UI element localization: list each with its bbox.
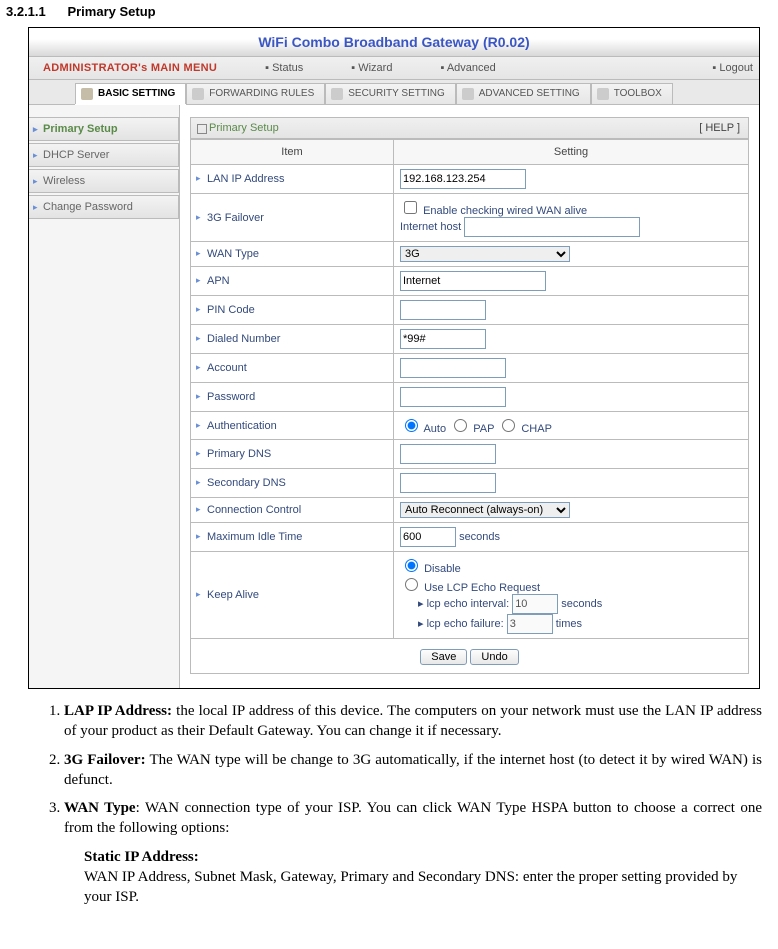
row-dial-label: Dialed Number	[191, 325, 394, 354]
row-apn-label: APN	[191, 267, 394, 296]
undo-button[interactable]: Undo	[470, 649, 518, 665]
conn-select[interactable]: Auto Reconnect (always-on)	[400, 502, 570, 518]
pdns-input[interactable]	[400, 444, 496, 464]
screenshot-frame: WiFi Combo Broadband Gateway (R0.02) ADM…	[28, 27, 760, 689]
sidebar-item-dhcp[interactable]: DHCP Server	[29, 143, 179, 167]
panel-title: Primary Setup	[209, 122, 279, 134]
row-auth-label: Authentication	[191, 412, 394, 440]
lan-ip-input[interactable]	[400, 169, 526, 189]
wan-type-select[interactable]: 3G	[400, 246, 570, 262]
failover-host-input[interactable]	[464, 217, 640, 237]
nav-logout[interactable]: ▪ Logout	[712, 62, 753, 74]
ka-lcp-radio[interactable]	[405, 578, 418, 591]
nav-status[interactable]: ▪ Status	[265, 62, 303, 74]
auth-auto-radio[interactable]	[405, 419, 418, 432]
idle-suffix: seconds	[459, 531, 500, 543]
save-button[interactable]: Save	[420, 649, 467, 665]
sidebar-item-primary[interactable]: Primary Setup	[29, 117, 179, 141]
row-keepalive-label: Keep Alive	[191, 552, 394, 639]
row-failover-label: 3G Failover	[191, 194, 394, 242]
doc-item-1: LAP IP Address: the local IP address of …	[64, 701, 762, 742]
top-nav: ADMINISTRATOR's MAIN MENU ▪ Status ▪ Wiz…	[29, 57, 759, 80]
ka-disable-radio[interactable]	[405, 559, 418, 572]
doc-item-3: WAN Type: WAN connection type of your IS…	[64, 798, 762, 839]
sidebar-item-change-password[interactable]: Change Password	[29, 195, 179, 219]
doc-heading-num: 3.2.1.1	[6, 4, 46, 19]
doc-sub-title: Static IP Address:	[84, 849, 199, 865]
password-input[interactable]	[400, 387, 506, 407]
row-password-label: Password	[191, 383, 394, 412]
settings-table: Item Setting LAN IP Address 3G Failover …	[190, 139, 749, 674]
row-idle-label: Maximum Idle Time	[191, 523, 394, 552]
sdns-input[interactable]	[400, 473, 496, 493]
tab-forwarding-rules[interactable]: FORWARDING RULES	[186, 83, 325, 104]
admin-menu-label: ADMINISTRATOR's MAIN MENU	[43, 62, 217, 74]
account-input[interactable]	[400, 358, 506, 378]
row-pin-label: PIN Code	[191, 296, 394, 325]
apn-input[interactable]	[400, 271, 546, 291]
help-link[interactable]: [ HELP ]	[699, 122, 740, 134]
ka-interval-input[interactable]	[512, 594, 558, 614]
page-title: WiFi Combo Broadband Gateway (R0.02)	[258, 34, 529, 50]
sidebar-item-wireless[interactable]: Wireless	[29, 169, 179, 193]
sidebar: Primary Setup DHCP Server Wireless Chang…	[29, 105, 180, 688]
row-account-label: Account	[191, 354, 394, 383]
row-sdns-label: Secondary DNS	[191, 469, 394, 498]
titlebar: WiFi Combo Broadband Gateway (R0.02)	[29, 28, 759, 57]
nav-wizard[interactable]: ▪ Wizard	[351, 62, 392, 74]
tab-security-setting[interactable]: SECURITY SETTING	[325, 83, 456, 104]
doc-heading-title: Primary Setup	[67, 4, 155, 19]
failover-host-label: Internet host	[400, 221, 461, 233]
auth-pap-radio[interactable]	[454, 419, 467, 432]
tabstrip: BASIC SETTING FORWARDING RULES SECURITY …	[29, 80, 759, 105]
content-area: Primary Setup [ HELP ] Item Setting LAN …	[180, 105, 759, 688]
row-lan-ip-label: LAN IP Address	[191, 165, 394, 194]
doc-sub-body: WAN IP Address, Subnet Mask, Gateway, Pr…	[84, 869, 737, 905]
failover-checkbox-label: Enable checking wired WAN alive	[423, 205, 587, 217]
ka-failure-input[interactable]	[507, 614, 553, 634]
failover-checkbox[interactable]	[404, 201, 417, 214]
dial-input[interactable]	[400, 329, 486, 349]
row-wan-type-label: WAN Type	[191, 242, 394, 267]
idle-input[interactable]	[400, 527, 456, 547]
tab-basic-setting[interactable]: BASIC SETTING	[75, 83, 186, 104]
th-item: Item	[191, 140, 394, 165]
row-conn-label: Connection Control	[191, 498, 394, 523]
row-pdns-label: Primary DNS	[191, 440, 394, 469]
doc-item-2: 3G Failover: The WAN type will be change…	[64, 750, 762, 791]
tab-toolbox[interactable]: TOOLBOX	[591, 83, 673, 104]
th-setting: Setting	[394, 140, 749, 165]
tab-advanced-setting[interactable]: ADVANCED SETTING	[456, 83, 591, 104]
auth-chap-radio[interactable]	[502, 419, 515, 432]
pin-input[interactable]	[400, 300, 486, 320]
nav-advanced[interactable]: ▪ Advanced	[440, 62, 495, 74]
